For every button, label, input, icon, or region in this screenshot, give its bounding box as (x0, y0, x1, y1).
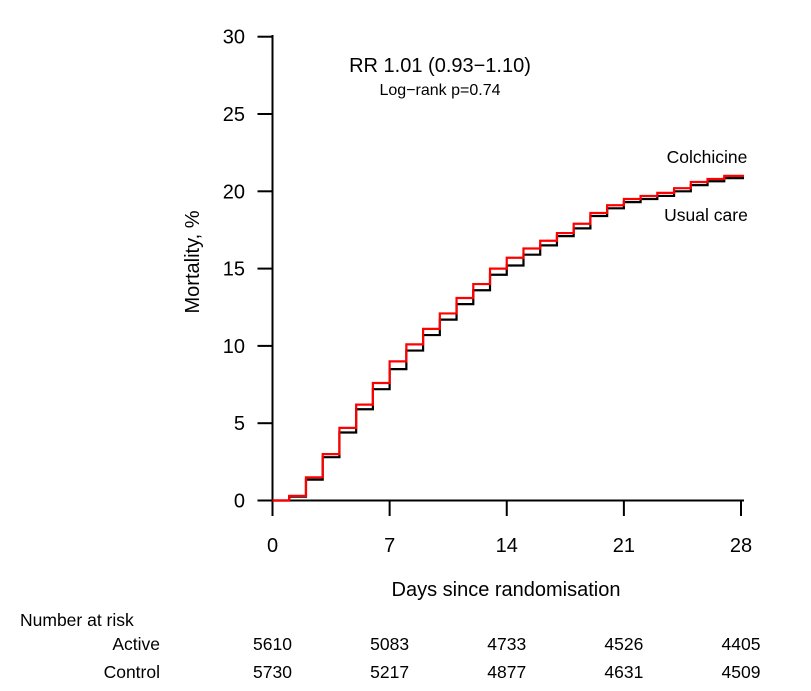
y-tick-label: 10 (223, 336, 245, 358)
x-tick-label: 0 (267, 535, 278, 557)
risk-value: 4405 (722, 634, 761, 654)
risk-table-rows: Active 5610 5083 4733 4526 4405 Control 5730 521… (104, 634, 761, 682)
risk-value: 5083 (370, 634, 409, 654)
series-label-colchicine: Colchicine (667, 147, 748, 167)
risk-value: 5217 (370, 662, 409, 682)
risk-value: 5610 (253, 634, 292, 654)
curve-usual-care (272, 177, 744, 502)
y-tick-label: 20 (223, 181, 245, 203)
risk-value: 5730 (253, 662, 292, 682)
survival-curves (272, 174, 744, 502)
risk-row-label-active: Active (112, 634, 160, 654)
risk-value: 4877 (487, 662, 526, 682)
axes: 0 5 10 15 20 25 30 0 7 14 21 28 (223, 27, 752, 557)
risk-table-header: Number at risk (20, 610, 134, 630)
x-tick-label: 14 (496, 535, 518, 557)
log-rank-annotation: Log−rank p=0.74 (380, 82, 501, 99)
risk-value: 4526 (604, 634, 643, 654)
risk-value: 4733 (487, 634, 526, 654)
curve-colchicine (272, 174, 744, 502)
y-tick-label: 30 (223, 27, 245, 49)
y-tick-label: 0 (234, 491, 245, 513)
relative-risk-annotation: RR 1.01 (0.93−1.10) (349, 55, 531, 77)
y-axis-title: Mortality, % (182, 210, 204, 313)
x-axis-title: Days since randomisation (392, 579, 621, 601)
series-label-usual-care: Usual care (664, 205, 748, 225)
x-tick-label: 21 (613, 535, 635, 557)
y-tick-label: 25 (223, 104, 245, 126)
y-tick-label: 15 (223, 259, 245, 281)
x-tick-label: 7 (384, 535, 395, 557)
risk-value: 4509 (722, 662, 761, 682)
risk-value: 4631 (604, 662, 643, 682)
x-tick-label: 28 (730, 535, 752, 557)
risk-row-label-control: Control (104, 662, 160, 682)
y-tick-label: 5 (234, 413, 245, 435)
